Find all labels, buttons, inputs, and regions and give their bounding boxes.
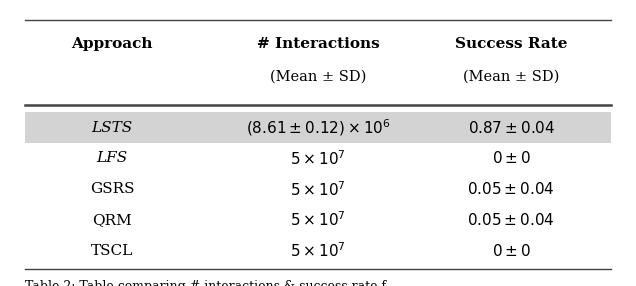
Text: # Interactions: # Interactions: [256, 37, 380, 51]
Text: GSRS: GSRS: [90, 182, 135, 196]
Text: Success Rate: Success Rate: [455, 37, 567, 51]
Text: $0 \pm 0$: $0 \pm 0$: [492, 150, 530, 166]
Text: Table 2: Table comparing # interactions & success rate f: Table 2: Table comparing # interactions …: [25, 280, 386, 286]
Text: $0.05 \pm 0.04$: $0.05 \pm 0.04$: [467, 212, 555, 228]
Text: QRM: QRM: [92, 213, 132, 227]
Text: (Mean ± SD): (Mean ± SD): [463, 70, 560, 84]
Text: Approach: Approach: [72, 37, 153, 51]
Text: $(8.61\pm0.12)\times10^{6}$: $(8.61\pm0.12)\times10^{6}$: [245, 117, 391, 138]
Text: $5 \times 10^{7}$: $5 \times 10^{7}$: [290, 242, 346, 260]
Text: (Mean ± SD): (Mean ± SD): [270, 70, 366, 84]
Text: $5 \times 10^{7}$: $5 \times 10^{7}$: [290, 149, 346, 168]
Text: $5 \times 10^{7}$: $5 \times 10^{7}$: [290, 180, 346, 198]
Text: LSTS: LSTS: [92, 121, 133, 135]
Text: LFS: LFS: [97, 151, 128, 165]
FancyBboxPatch shape: [25, 112, 611, 143]
Text: $5 \times 10^{7}$: $5 \times 10^{7}$: [290, 211, 346, 229]
Text: $0.05 \pm 0.04$: $0.05 \pm 0.04$: [467, 181, 555, 197]
Text: $0.87 \pm 0.04$: $0.87 \pm 0.04$: [467, 120, 555, 136]
Text: $0 \pm 0$: $0 \pm 0$: [492, 243, 530, 259]
Text: TSCL: TSCL: [91, 244, 134, 258]
